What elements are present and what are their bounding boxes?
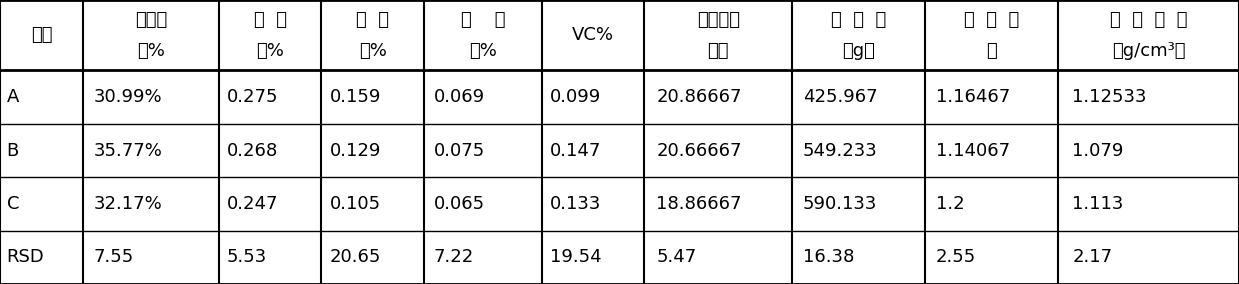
Text: 数: 数 (986, 42, 997, 60)
Text: 30.99%: 30.99% (94, 88, 162, 106)
Text: 1.113: 1.113 (1073, 195, 1124, 213)
Text: （g）: （g） (843, 42, 875, 60)
Text: 7.55: 7.55 (94, 248, 134, 266)
Text: 0.268: 0.268 (227, 141, 279, 160)
Text: 1.12533: 1.12533 (1073, 88, 1147, 106)
Text: 425.967: 425.967 (803, 88, 877, 106)
Text: 糖%: 糖% (138, 42, 165, 60)
Text: 32.17%: 32.17% (94, 195, 162, 213)
Text: 0.275: 0.275 (227, 88, 279, 106)
Text: 549.233: 549.233 (803, 141, 877, 160)
Text: 水溶性: 水溶性 (135, 11, 167, 29)
Text: A: A (6, 88, 19, 106)
Text: 20.66667: 20.66667 (657, 141, 742, 160)
Text: RSD: RSD (6, 248, 45, 266)
Text: C: C (6, 195, 19, 213)
Text: 0.133: 0.133 (550, 195, 601, 213)
Text: 5.53: 5.53 (227, 248, 268, 266)
Text: 0.147: 0.147 (550, 141, 601, 160)
Text: 酸%: 酸% (256, 42, 284, 60)
Text: 酒  石: 酒 石 (254, 11, 286, 29)
Text: 1.16467: 1.16467 (935, 88, 1010, 106)
Text: 形物: 形物 (707, 42, 729, 60)
Text: 1.079: 1.079 (1073, 141, 1124, 160)
Text: （g/cm³）: （g/cm³） (1111, 42, 1186, 60)
Text: 可溶性固: 可溶性固 (696, 11, 740, 29)
Text: 16.38: 16.38 (803, 248, 855, 266)
Text: B: B (6, 141, 19, 160)
Text: 柠    檬: 柠 檬 (461, 11, 506, 29)
Text: 0.065: 0.065 (434, 195, 484, 213)
Text: 0.247: 0.247 (227, 195, 279, 213)
Text: 果  实  比  重: 果 实 比 重 (1110, 11, 1187, 29)
Text: 单  穗  重: 单 穗 重 (831, 11, 886, 29)
Text: 1.14067: 1.14067 (935, 141, 1010, 160)
Text: 0.129: 0.129 (330, 141, 382, 160)
Text: 0.159: 0.159 (330, 88, 382, 106)
Text: 1.2: 1.2 (935, 195, 964, 213)
Text: 2.17: 2.17 (1073, 248, 1113, 266)
Text: 2.55: 2.55 (935, 248, 976, 266)
Text: 苹  果: 苹 果 (357, 11, 389, 29)
Text: 590.133: 590.133 (803, 195, 877, 213)
Text: 酸%: 酸% (470, 42, 497, 60)
Text: 酸%: 酸% (359, 42, 387, 60)
Text: VC%: VC% (572, 26, 615, 44)
Text: 0.069: 0.069 (434, 88, 484, 106)
Text: 19.54: 19.54 (550, 248, 602, 266)
Text: 0.099: 0.099 (550, 88, 601, 106)
Text: 7.22: 7.22 (434, 248, 473, 266)
Text: 0.105: 0.105 (330, 195, 380, 213)
Text: 0.075: 0.075 (434, 141, 484, 160)
Text: 18.86667: 18.86667 (657, 195, 742, 213)
Text: 35.77%: 35.77% (94, 141, 162, 160)
Text: 样本: 样本 (31, 26, 52, 44)
Text: 5.47: 5.47 (657, 248, 696, 266)
Text: 20.65: 20.65 (330, 248, 382, 266)
Text: 果  形  指: 果 形 指 (964, 11, 1020, 29)
Text: 20.86667: 20.86667 (657, 88, 742, 106)
